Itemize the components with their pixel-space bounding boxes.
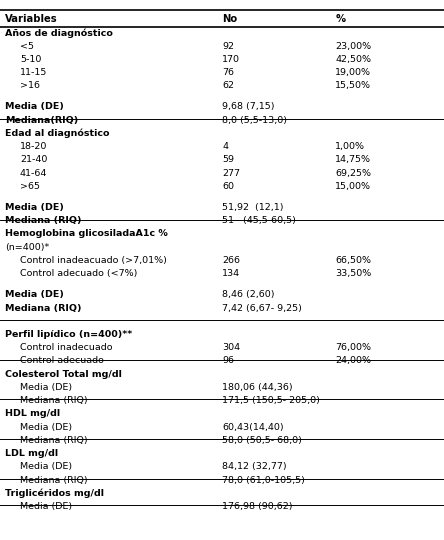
Text: 58,0 (50,5- 68,0): 58,0 (50,5- 68,0): [222, 436, 302, 445]
Text: %: %: [335, 14, 345, 24]
Text: 76: 76: [222, 68, 234, 77]
Text: Triglicéridos mg/dl: Triglicéridos mg/dl: [5, 489, 104, 498]
Text: 134: 134: [222, 269, 240, 278]
Text: 92: 92: [222, 42, 234, 51]
Text: 7,42 (6,67- 9,25): 7,42 (6,67- 9,25): [222, 303, 302, 313]
Text: 170: 170: [222, 55, 240, 64]
Text: 304: 304: [222, 343, 240, 352]
Text: Mediana (RIQ): Mediana (RIQ): [20, 436, 87, 445]
Text: 69,25%: 69,25%: [335, 168, 371, 178]
Text: 11-15: 11-15: [20, 68, 48, 77]
Text: Control inadecuado: Control inadecuado: [20, 343, 112, 352]
Text: Control adecuado: Control adecuado: [20, 356, 104, 366]
Text: 60: 60: [222, 182, 234, 191]
Text: 42,50%: 42,50%: [335, 55, 371, 64]
Text: 15,50%: 15,50%: [335, 81, 371, 90]
Text: Media (DE): Media (DE): [20, 423, 72, 431]
Text: Colesterol Total mg/dl: Colesterol Total mg/dl: [5, 370, 122, 379]
Text: HDL mg/dl: HDL mg/dl: [5, 409, 60, 418]
Text: 60,43(14,40): 60,43(14,40): [222, 423, 284, 431]
Text: Mediana (RIQ): Mediana (RIQ): [5, 303, 82, 313]
Text: 76,00%: 76,00%: [335, 343, 371, 352]
Text: Hemoglobina glicosiladaA1c %: Hemoglobina glicosiladaA1c %: [5, 230, 168, 239]
Text: Media (DE): Media (DE): [5, 291, 64, 299]
Text: 1,00%: 1,00%: [335, 142, 365, 151]
Text: Media (DE): Media (DE): [5, 203, 64, 212]
Text: 51   (45,5-60,5): 51 (45,5-60,5): [222, 216, 296, 225]
Text: 14,75%: 14,75%: [335, 156, 371, 164]
Text: 78,0 (61,0-105,5): 78,0 (61,0-105,5): [222, 476, 305, 484]
Text: 277: 277: [222, 168, 240, 178]
Text: 21-40: 21-40: [20, 156, 48, 164]
Text: 180,06 (44,36): 180,06 (44,36): [222, 383, 293, 392]
Text: 59: 59: [222, 156, 234, 164]
Text: 4: 4: [222, 142, 228, 151]
Text: Control adecuado (<7%): Control adecuado (<7%): [20, 269, 137, 278]
Text: 84,12 (32,77): 84,12 (32,77): [222, 462, 287, 471]
Text: Media (DE): Media (DE): [20, 383, 72, 392]
Text: Variables: Variables: [5, 14, 58, 24]
Text: 176,98 (90,62): 176,98 (90,62): [222, 502, 293, 511]
Text: Edad al diagnóstico: Edad al diagnóstico: [5, 129, 110, 138]
Text: 62: 62: [222, 81, 234, 90]
Text: >16: >16: [20, 81, 40, 90]
Text: 41-64: 41-64: [20, 168, 48, 178]
Text: 24,00%: 24,00%: [335, 356, 371, 366]
Text: (n=400)*: (n=400)*: [5, 242, 50, 252]
Text: 51,92  (12,1): 51,92 (12,1): [222, 203, 284, 212]
Text: 96: 96: [222, 356, 234, 366]
Text: 5-10: 5-10: [20, 55, 41, 64]
Text: 266: 266: [222, 256, 240, 265]
Text: Mediana (RIQ): Mediana (RIQ): [20, 396, 87, 405]
Text: Mediana (RIQ): Mediana (RIQ): [20, 476, 87, 484]
Text: 18-20: 18-20: [20, 142, 48, 151]
Text: 66,50%: 66,50%: [335, 256, 371, 265]
Text: Media (DE): Media (DE): [5, 103, 64, 111]
Text: Control inadeacuado (>7,01%): Control inadeacuado (>7,01%): [20, 256, 167, 265]
Text: 8,46 (2,60): 8,46 (2,60): [222, 291, 274, 299]
Text: Perfil lipídico (n=400)**: Perfil lipídico (n=400)**: [5, 330, 133, 339]
Text: No: No: [222, 14, 237, 24]
Text: >65: >65: [20, 182, 40, 191]
Text: 33,50%: 33,50%: [335, 269, 372, 278]
Text: 19,00%: 19,00%: [335, 68, 371, 77]
Text: 171,5 (150,5- 205,0): 171,5 (150,5- 205,0): [222, 396, 320, 405]
Text: 15,00%: 15,00%: [335, 182, 371, 191]
Text: Media (DE): Media (DE): [20, 462, 72, 471]
Text: Media (DE): Media (DE): [20, 502, 72, 511]
Text: 8,0 (5,5-13,0): 8,0 (5,5-13,0): [222, 116, 287, 125]
Text: Mediana (RIQ): Mediana (RIQ): [5, 216, 82, 225]
Text: Años de diagnóstico: Años de diagnóstico: [5, 28, 113, 38]
Text: LDL mg/dl: LDL mg/dl: [5, 449, 59, 458]
Text: 23,00%: 23,00%: [335, 42, 371, 51]
Text: 9,68 (7,15): 9,68 (7,15): [222, 103, 274, 111]
Text: Mediana(RIQ): Mediana(RIQ): [5, 116, 79, 125]
Text: <5: <5: [20, 42, 34, 51]
